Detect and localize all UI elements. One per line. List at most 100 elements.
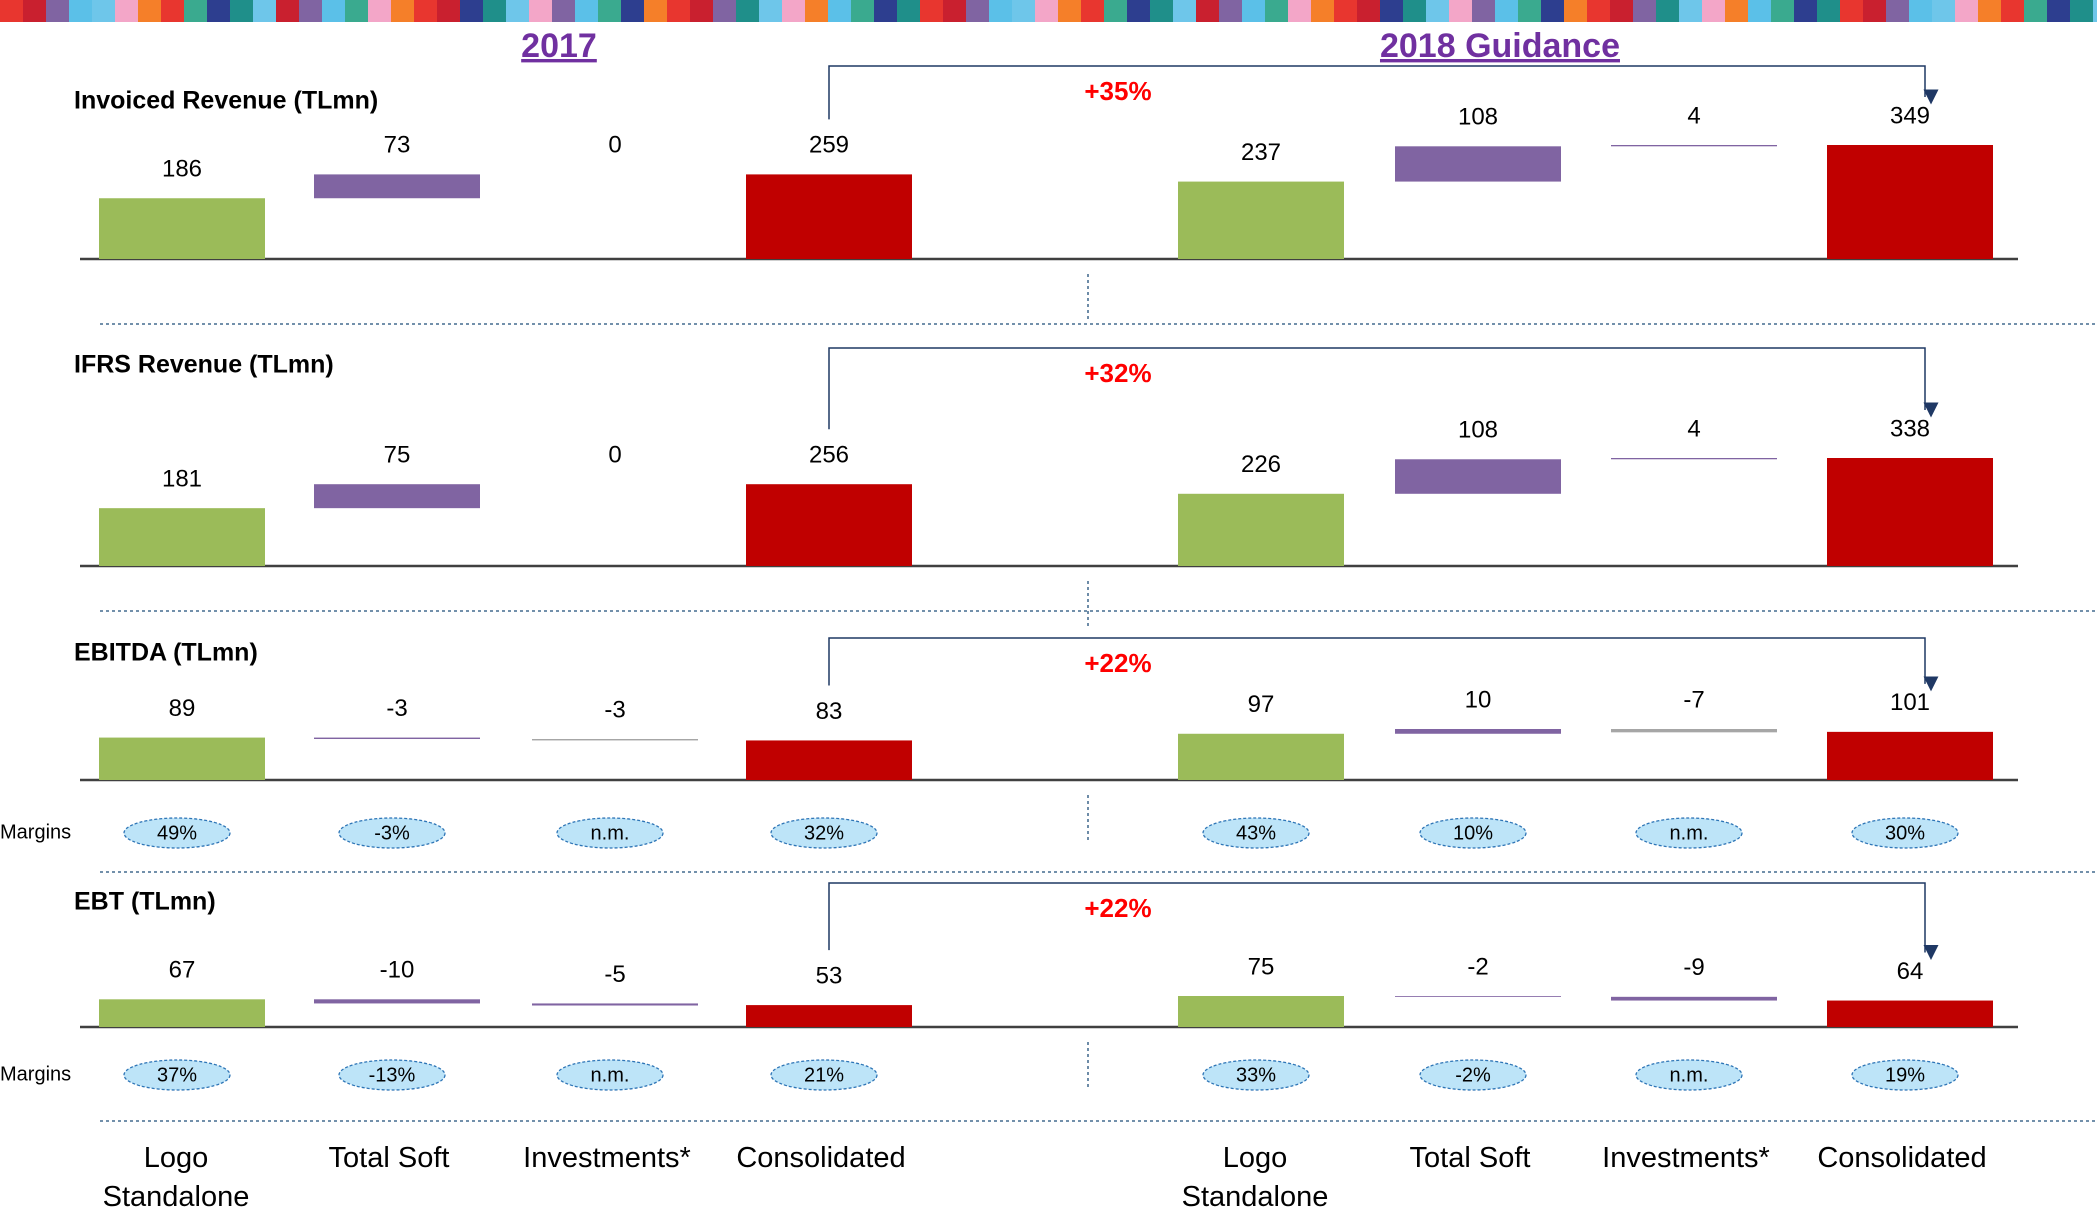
- stripe-cell: [1449, 0, 1472, 22]
- panel-title: Invoiced Revenue (TLmn): [74, 87, 378, 115]
- value-label: -7: [1683, 686, 1704, 713]
- category-label: Investments*: [523, 1142, 691, 1174]
- margin-badge: [1202, 1059, 1310, 1091]
- value-label: 226: [1241, 451, 1281, 478]
- panel-title: EBITDA (TLmn): [74, 639, 258, 667]
- stripe-cell: [598, 0, 621, 22]
- bar: [314, 484, 480, 509]
- stripe-cell: [1541, 0, 1564, 22]
- bar: [1827, 731, 1993, 780]
- stripe-cell: [690, 0, 713, 22]
- stripe-cell: [1288, 0, 1311, 22]
- stripe-cell: [437, 0, 460, 22]
- value-label: 0: [608, 442, 621, 469]
- stripe-cell: [805, 0, 828, 22]
- margin-label: -3%: [374, 822, 410, 844]
- stripe-cell: [414, 0, 437, 22]
- margin-label: -13%: [369, 1064, 416, 1086]
- bar: [1611, 729, 1777, 733]
- value-label: 4: [1687, 102, 1700, 129]
- margin-label: n.m.: [1670, 822, 1709, 844]
- value-label: -3: [604, 696, 625, 723]
- bar: [1611, 458, 1777, 460]
- bar: [1611, 996, 1777, 1001]
- value-label: 4: [1687, 415, 1700, 442]
- stripe-cell: [552, 0, 575, 22]
- margin-label: 19%: [1885, 1064, 1925, 1086]
- bar: [1178, 996, 1344, 1027]
- bar: [1611, 145, 1777, 147]
- stripe-cell: [2070, 0, 2093, 22]
- margin-label: 33%: [1236, 1064, 1276, 1086]
- stripe-cell: [1886, 0, 1909, 22]
- growth-label: +32%: [1084, 358, 1151, 388]
- margin-badge: [1635, 817, 1743, 849]
- stripe-cell: [1495, 0, 1518, 22]
- stripe-cell: [1196, 0, 1219, 22]
- stripe-cell: [1794, 0, 1817, 22]
- margins-label: Margins: [0, 821, 71, 843]
- bar: [99, 737, 265, 780]
- value-label: -5: [604, 961, 625, 988]
- margin-badge: [338, 817, 446, 849]
- margin-badge: [1419, 817, 1527, 849]
- stripe-cell: [1863, 0, 1886, 22]
- value-label: 83: [816, 698, 843, 725]
- panel-title: EBT (TLmn): [74, 888, 216, 916]
- margin-badge: [556, 1059, 664, 1091]
- margin-badge: [770, 817, 878, 849]
- category-label: Logo Standalone: [102, 1142, 250, 1213]
- bar: [532, 1003, 698, 1006]
- stripe-cell: [851, 0, 874, 22]
- stripe-cell: [184, 0, 207, 22]
- value-label: 108: [1458, 104, 1498, 131]
- stripe-cell: [1633, 0, 1656, 22]
- margin-label: -2%: [1455, 1064, 1491, 1086]
- growth-label: +35%: [1084, 76, 1151, 106]
- value-label: -9: [1683, 954, 1704, 981]
- value-label: 338: [1890, 415, 1930, 442]
- stripe-cell: [989, 0, 1012, 22]
- category-label: Total Soft: [328, 1142, 450, 1174]
- stripe-cell: [253, 0, 276, 22]
- growth-bracket: [828, 882, 1939, 961]
- bar: [1178, 181, 1344, 259]
- stripe-cell: [1426, 0, 1449, 22]
- stripe-cell: [1380, 0, 1403, 22]
- margins-label: Margins: [0, 1063, 71, 1085]
- value-label: -10: [380, 957, 415, 984]
- value-label: -2: [1467, 953, 1488, 980]
- stripe-cell: [69, 0, 92, 22]
- stripe-cell: [1518, 0, 1541, 22]
- stripe-cell: [0, 0, 23, 22]
- margin-badge: [770, 1059, 878, 1091]
- bar: [314, 737, 480, 740]
- margin-label: n.m.: [591, 822, 630, 844]
- margin-label: 10%: [1453, 822, 1493, 844]
- stripe-cell: [23, 0, 46, 22]
- margin-badge: [123, 817, 231, 849]
- stripe-cell: [299, 0, 322, 22]
- bar: [746, 484, 912, 566]
- stripe-cell: [368, 0, 391, 22]
- column-header: 2017: [521, 27, 597, 65]
- stripe-cell: [506, 0, 529, 22]
- stripe-cell: [161, 0, 184, 22]
- bar: [1178, 493, 1344, 566]
- stripe-cell: [1242, 0, 1265, 22]
- margin-badge: [338, 1059, 446, 1091]
- stripe-cell: [966, 0, 989, 22]
- margin-badge: [1202, 817, 1310, 849]
- stripe-cell: [897, 0, 920, 22]
- stripe-cell: [1564, 0, 1587, 22]
- stripe-cell: [667, 0, 690, 22]
- panel-title: IFRS Revenue (TLmn): [74, 351, 334, 379]
- stripe-cell: [1081, 0, 1104, 22]
- margin-badge: [556, 817, 664, 849]
- value-label: 349: [1890, 102, 1930, 129]
- margin-badge: [1419, 1059, 1527, 1091]
- bar: [746, 1005, 912, 1027]
- value-label: 73: [384, 132, 411, 159]
- stripe-cell: [1311, 0, 1334, 22]
- value-label: 259: [809, 132, 849, 159]
